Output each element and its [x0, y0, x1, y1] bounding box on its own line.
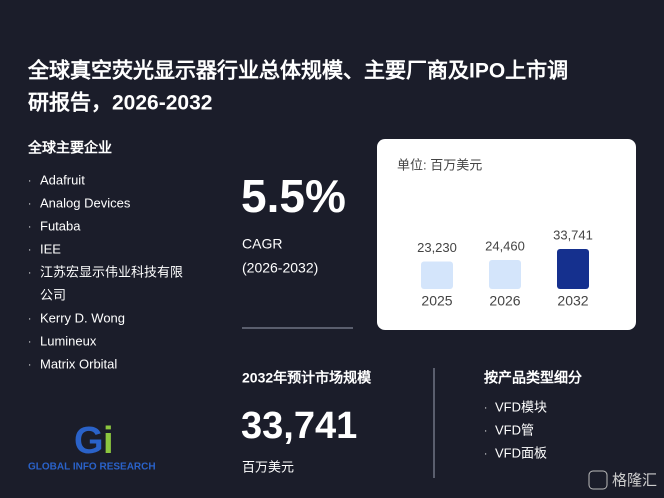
bullet: · [484, 403, 487, 414]
bullet: · [28, 245, 31, 256]
title: 全球真空荧光显示器行业总体规模、主要厂商及IPO上市调 [27, 59, 568, 83]
value-label: 24,460 [485, 238, 525, 253]
category-label: 2025 [421, 293, 452, 309]
company: 江苏宏显示伟业科技有限 [40, 264, 183, 279]
bullet: · [28, 222, 31, 233]
bullet: · [28, 176, 31, 187]
bullet: · [28, 199, 31, 210]
bar [557, 249, 589, 289]
logo-mark: i [103, 420, 114, 462]
bullet: · [28, 360, 31, 371]
company: Adafruit [40, 172, 85, 187]
company: Matrix Orbital [40, 356, 117, 371]
category-label: 2032 [557, 293, 588, 309]
category-label: 2026 [489, 293, 520, 309]
bullet: · [484, 449, 487, 460]
unit-label: 单位: 百万美元 [397, 157, 482, 172]
watermark-icon [588, 470, 608, 490]
value-label: 23,230 [417, 240, 457, 255]
market-unit: 百万美元 [242, 459, 294, 474]
company: Kerry D. Wong [40, 310, 125, 325]
bullet: · [28, 314, 31, 325]
logo-mark: G [74, 420, 104, 462]
logo-text: GLOBAL INFO RESEARCH [28, 462, 156, 473]
segment: VFD管 [495, 422, 534, 437]
cagr-value: 5.5% [241, 170, 346, 222]
market-value: 33,741 [241, 405, 357, 447]
bullet: · [28, 268, 31, 279]
cagr-period: (2026-2032) [242, 260, 318, 276]
company-list: · Adafruit · Analog Devices · Futaba · IEE · 江苏宏显… [28, 172, 183, 371]
chart-card: 单位: 百万美元 23,230 2025 24,460 2026 33,741 2032 [377, 139, 636, 330]
section-title: 按产品类型细分 [484, 370, 582, 386]
bullet: · [28, 337, 31, 348]
section-title: 2032年预计市场规模 [242, 370, 372, 386]
logo: G i GLOBAL INFO RESEARCH [28, 420, 156, 473]
bullet: · [484, 426, 487, 437]
bar [421, 261, 453, 289]
watermark: 格隆汇 [612, 472, 657, 489]
section-title: 全球主要企业 [27, 140, 112, 156]
segment: VFD模块 [495, 399, 547, 414]
segment-list: · VFD模块 · VFD管 · VFD面板 [484, 399, 547, 460]
company: Lumineux [40, 333, 97, 348]
company: Futaba [40, 218, 81, 233]
segment: VFD面板 [495, 445, 547, 460]
bar [489, 260, 521, 289]
company: IEE [40, 241, 61, 256]
title: 研报告，2026-2032 [28, 91, 212, 115]
company: 公司 [40, 287, 66, 302]
company: Analog Devices [40, 195, 131, 210]
cagr-label: CAGR [242, 236, 282, 252]
value-label: 33,741 [553, 227, 593, 242]
